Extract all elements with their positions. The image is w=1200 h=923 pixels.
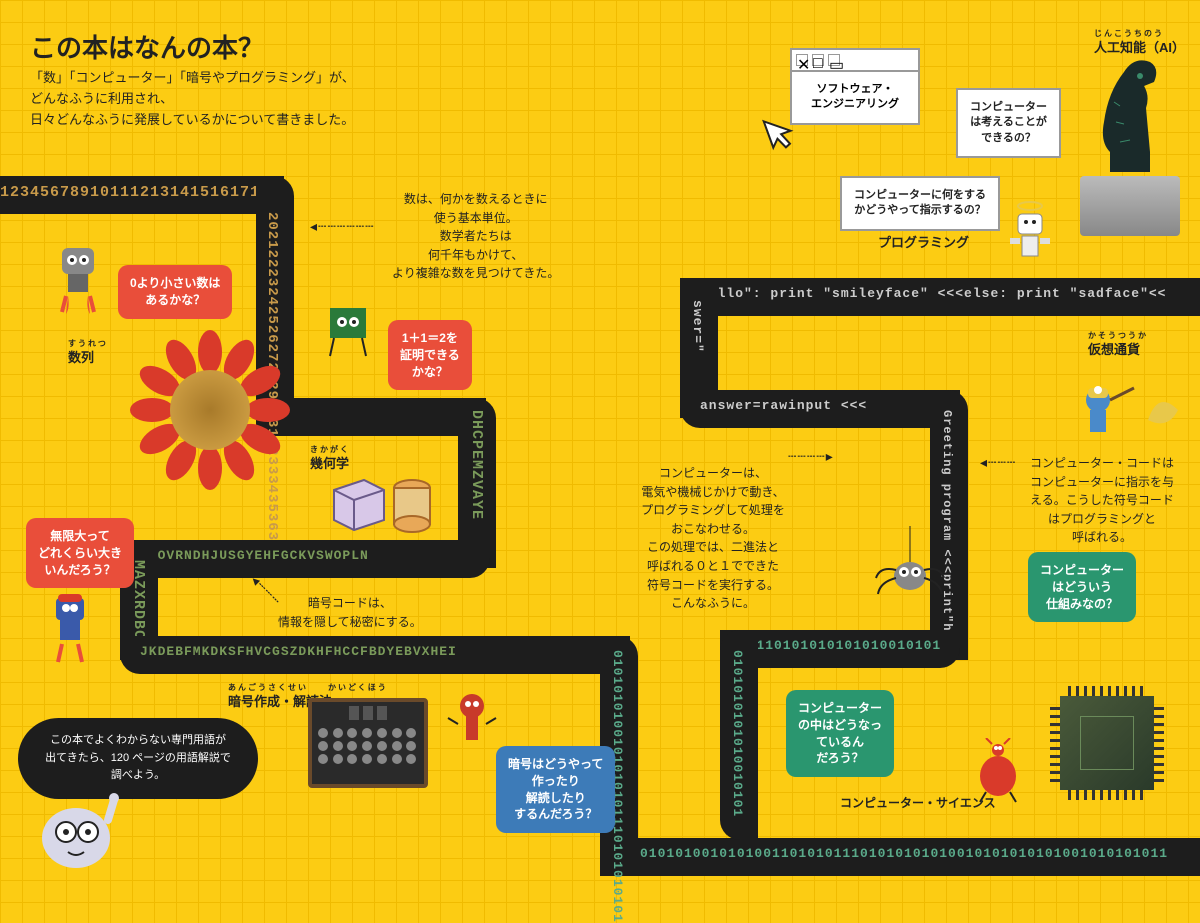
label-programming: プログラミング — [878, 232, 969, 251]
road-binary: 0101010101010010101 — [730, 650, 745, 817]
info-computer: コンピューターは、 電気や機械じかけで動き、 プログラミングして処理を おこなわ… — [638, 464, 788, 613]
label-text: 数列 — [68, 350, 94, 365]
software-label: ソフトウェア・ エンジニアリング — [792, 72, 918, 123]
info-crypto: 暗号コードは、 情報を隠して秘密にする。 — [278, 594, 422, 631]
bubble-computer-instruct: コンピューターに何をする かどうやって指示するの？ — [840, 176, 1000, 231]
bubble-text: コンピューター は考えることが できるの？ — [970, 101, 1047, 144]
road-code: answer=rawinput <<< — [700, 398, 867, 413]
spider-icon — [870, 526, 950, 621]
robot-icon — [48, 238, 108, 323]
bubble-text: 0より小さい数は あるかな？ — [130, 276, 220, 307]
creature-icon — [968, 738, 1028, 813]
road-code: hello": print "smileyface" <<<else: prin… — [700, 286, 1166, 301]
road-letters: NFOVRNDHJUSGYEHFGCKVSWOPLN — [140, 548, 369, 563]
bubble-computer-inside: コンピューター の中はどうなっ ているん だろう？ — [786, 690, 894, 777]
arrow-dots: ◂┄┄┄ — [980, 454, 1016, 471]
ruby-text: すうれつ — [68, 338, 108, 349]
road-letters: DHCPEMZVAYE — [468, 410, 485, 520]
robot-icon — [444, 690, 500, 765]
pedestal-icon — [1080, 176, 1180, 236]
ruby-text: あんごうさくせい かいどくほう — [228, 682, 388, 693]
enigma-machine-icon — [308, 698, 428, 788]
bubble-text: 無限大って どれくらい大き いんだろう？ — [38, 529, 122, 577]
info-code: コンピューター・コードは コンピューターに指示を与 える。こうした符号コード は… — [1022, 454, 1182, 547]
cube-icon — [324, 470, 444, 545]
label-text: 仮想通貨 — [1088, 342, 1140, 357]
label-cryptocurrency: かそうつうか 仮想通貨 — [1088, 330, 1148, 358]
miner-icon — [1058, 370, 1178, 430]
subtitle-line: 日々どんなふうに発展しているかについて書きました。 — [30, 112, 354, 127]
bubble-text: 暗号はどうやって 作ったり 解読したり するんだろう？ — [508, 757, 603, 821]
bubble-infinity: 無限大って どれくらい大き いんだろう？ — [26, 518, 134, 588]
road-binary: 010110101010101010010101 — [730, 638, 941, 653]
road-binary: 0101010010101001101010111010101010100101… — [640, 846, 1168, 861]
window-control-icon: □ — [812, 54, 824, 66]
arrow-dots: ┄┄┄┄▸ — [788, 448, 834, 465]
bubble-computer-think: コンピューター は考えることが できるの？ — [956, 88, 1061, 158]
ruby-text: じんこうちのう — [1094, 28, 1185, 39]
bubble-text: コンピューター はどういう 仕組みなの？ — [1040, 563, 1124, 611]
label-text: 幾何学 — [310, 456, 349, 471]
bubble-text: コンピューター の中はどうなっ ているん だろう？ — [798, 701, 882, 765]
road-numbers: 12345678910111213141516171819 — [0, 184, 290, 201]
label-sequence: すうれつ 数列 — [68, 338, 108, 366]
subtitle-line: 「数」「コンピューター」「暗号やプログラミング」が、 — [30, 70, 355, 85]
road-letters: JKDEBFMKDKSFHVCGSZDKHFHCCFBDYEBVXHEI — [140, 644, 457, 659]
bubble-smaller-zero: 0より小さい数は あるかな？ — [118, 265, 232, 319]
window-titlebar: ✕ □ ▭ — [792, 50, 918, 72]
ruby-text: きかがく — [310, 444, 350, 455]
page-subtitle: 「数」「コンピューター」「暗号やプログラミング」が、 どんなふうに利用され、 日… — [30, 68, 390, 130]
angel-robot-icon — [1000, 200, 1050, 260]
sunflower-icon — [140, 340, 280, 480]
chess-knight-icon — [1090, 42, 1170, 182]
page-title: この本はなんの本？ — [30, 28, 264, 65]
label-geometry: きかがく 幾何学 — [310, 444, 350, 472]
glossary-text: この本でよくわからない専門用語が 出てきたら、120 ページの用語解説で 調べよ… — [45, 734, 231, 781]
glossary-bubble: この本でよくわからない専門用語が 出てきたら、120 ページの用語解説で 調べよ… — [18, 718, 258, 799]
window-control-icon: ▭ — [828, 54, 840, 66]
bubble-text: 1＋1＝2を 証明できる かな？ — [400, 331, 460, 379]
info-numbers: 数は、何かを数えるときに 使う基本単位。 数学者たちは 何千年もかけて、 より複… — [392, 190, 559, 283]
road-code: swer=" — [690, 300, 705, 353]
arrow-dots: ◂┄┄┄┄┄┄ — [310, 218, 375, 235]
bubble-one-plus-one: 1＋1＝2を 証明できる かな？ — [388, 320, 472, 390]
road-segment — [256, 398, 486, 436]
bubble-computer-how: コンピューター はどういう 仕組みなの？ — [1028, 552, 1136, 622]
ruby-text: かそうつうか — [1088, 330, 1148, 341]
robot-icon — [40, 590, 100, 675]
browser-window: ✕ □ ▭ ソフトウェア・ エンジニアリング — [790, 48, 920, 125]
bubble-text: コンピューターに何をする かどうやって指示するの？ — [854, 189, 986, 216]
cpu-chip-icon — [1060, 696, 1154, 790]
bubble-crypto-how: 暗号はどうやって 作ったり 解読したり するんだろう？ — [496, 746, 615, 833]
chip-robot-icon — [318, 296, 378, 371]
subtitle-line: どんなふうに利用され、 — [30, 91, 173, 106]
window-control-icon: ✕ — [796, 54, 808, 66]
professor-icon — [38, 790, 128, 881]
